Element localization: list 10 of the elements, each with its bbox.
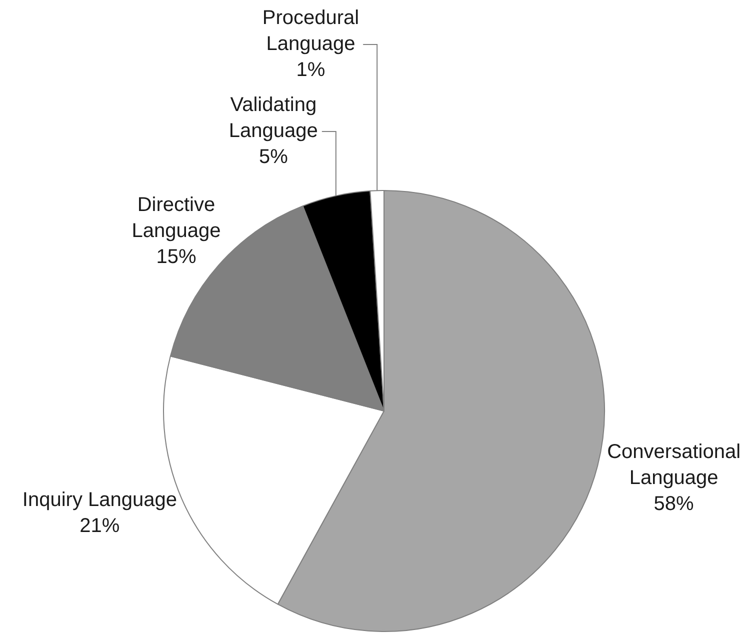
slice-label: Directive Language [132, 194, 221, 242]
data-label: 58% [654, 493, 694, 516]
slice-label: Procedural Language [262, 7, 360, 56]
data-label: 21% [80, 515, 120, 538]
slice-label: Inquiry Language [22, 489, 177, 512]
slice-label: Validating Language [228, 94, 318, 142]
data-label: 15% [156, 246, 196, 268]
data-label: 1% [296, 59, 326, 82]
slice-label: Conversational Language [607, 441, 741, 490]
data-label: 5% [258, 146, 288, 168]
